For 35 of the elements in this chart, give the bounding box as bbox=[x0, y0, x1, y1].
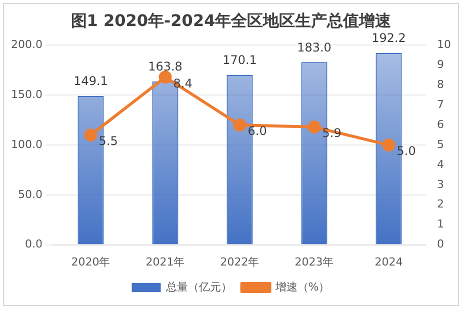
x-tick-label: 2024 bbox=[374, 255, 403, 268]
y2-tick-label: 2 bbox=[437, 198, 444, 211]
x-tick-label: 2020年 bbox=[71, 255, 110, 268]
data-label: 192.2 bbox=[372, 31, 406, 46]
y-tick-label: 150.0 bbox=[10, 88, 42, 101]
point bbox=[308, 120, 321, 134]
y-tick-label: 50.0 bbox=[18, 188, 42, 201]
point bbox=[382, 138, 396, 152]
x-tick-label: 2022年 bbox=[220, 255, 260, 268]
y2-tick-label: 3 bbox=[437, 178, 444, 191]
point bbox=[84, 128, 98, 142]
data-label: 183.0 bbox=[297, 40, 332, 54]
y2-tick-label: 5 bbox=[437, 138, 444, 151]
y2-tick-label: 7 bbox=[437, 98, 444, 111]
data-label: 5.9 bbox=[322, 126, 342, 140]
y2-tick-label: 4 bbox=[437, 158, 444, 171]
x-tick-label: 2023年 bbox=[294, 255, 334, 268]
legend-label: 增速（%） bbox=[274, 280, 330, 294]
y-tick-label: 0.0 bbox=[24, 238, 42, 251]
y2-tick-label: 9 bbox=[437, 58, 444, 72]
y2-tick-label: 10 bbox=[437, 38, 452, 52]
y-tick-label: 200.0 bbox=[10, 38, 42, 52]
data-label: 149.1 bbox=[74, 74, 108, 88]
chart-title: 图1 2020年-2024年全区地区生产总值增速 bbox=[70, 10, 392, 30]
point bbox=[233, 118, 246, 132]
y2-tick-label: 8 bbox=[437, 78, 444, 91]
data-label: 163.8 bbox=[148, 59, 182, 74]
y2-tick-label: 1 bbox=[437, 218, 444, 231]
y-tick-label: 100.0 bbox=[10, 138, 42, 151]
x-tick-label: 2021年 bbox=[146, 255, 185, 268]
data-label: 170.1 bbox=[222, 53, 257, 68]
legend-label: 总量（亿元） bbox=[164, 280, 232, 294]
y2-tick-label: 6 bbox=[437, 118, 444, 131]
point bbox=[158, 70, 172, 84]
y2-tick-label: 0 bbox=[437, 238, 444, 251]
